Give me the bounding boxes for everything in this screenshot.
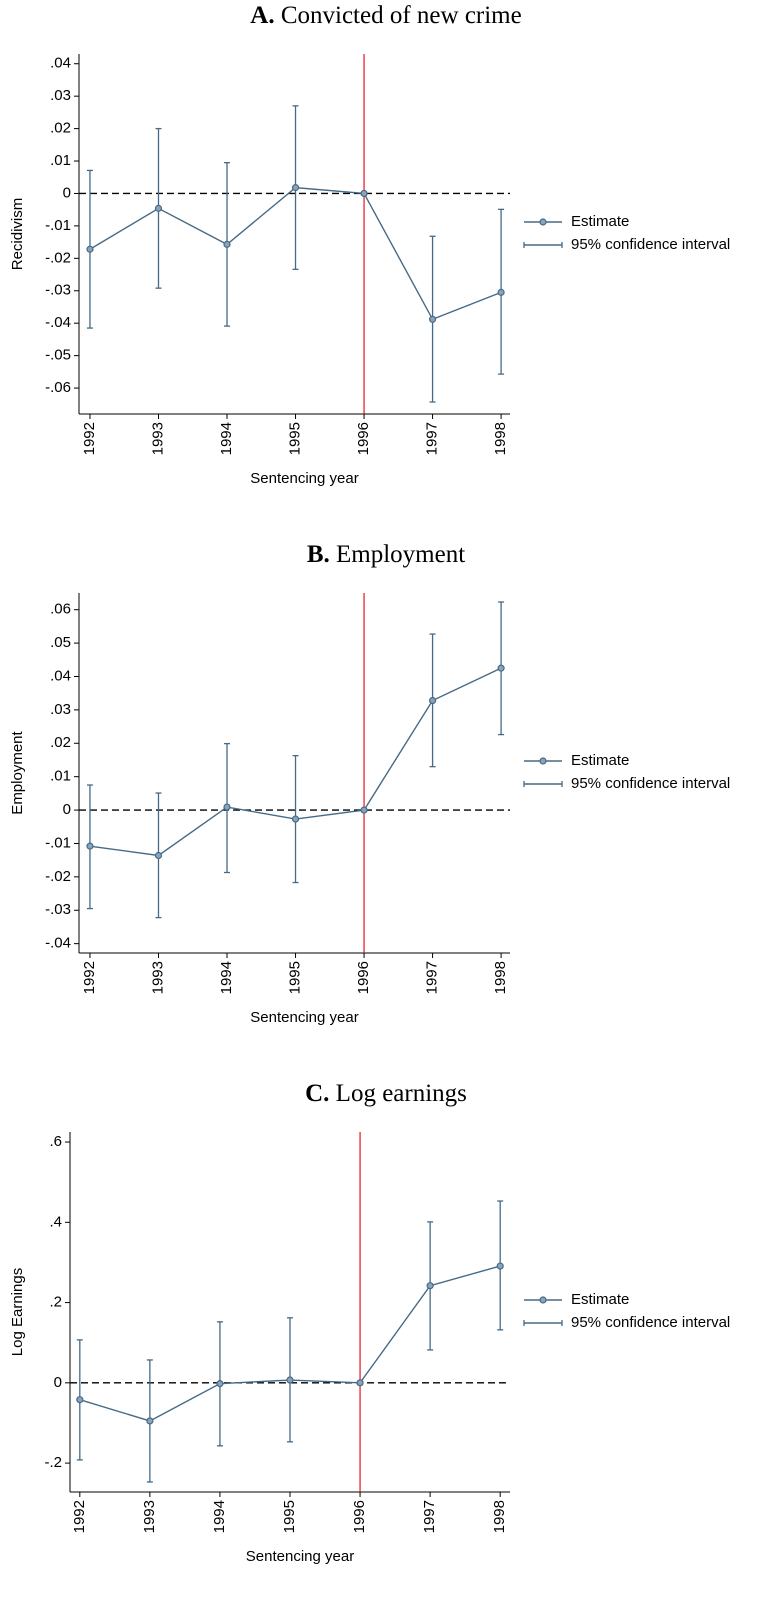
legend-label: Estimate xyxy=(571,752,629,769)
y-tick-label: .01 xyxy=(50,768,71,785)
y-tick-label: -.04 xyxy=(45,935,71,952)
estimate-point xyxy=(360,189,368,198)
estimate-point xyxy=(154,204,163,212)
x-tick-label: 1993 xyxy=(149,422,166,455)
x-tick-label: 1994 xyxy=(218,961,235,994)
y-tick-label: .6 xyxy=(49,1133,62,1150)
y-tick-label: -.2 xyxy=(44,1454,62,1471)
estimate-point xyxy=(146,1417,154,1425)
legend-label: 95% confidence interval xyxy=(571,1314,730,1331)
estimate-point xyxy=(356,1379,364,1387)
chart-title: C. Log earnings xyxy=(305,1080,467,1107)
x-tick-label: 1995 xyxy=(281,1500,298,1533)
estimate-point xyxy=(291,184,300,192)
x-tick-label: 1993 xyxy=(141,1500,158,1533)
x-tick-label: 1996 xyxy=(355,961,372,994)
x-axis-label: Sentencing year xyxy=(246,1548,354,1565)
estimate-point xyxy=(360,806,368,814)
y-tick-label: .02 xyxy=(50,120,71,137)
y-tick-label: 0 xyxy=(54,1374,62,1391)
title-text: Convicted of new crime xyxy=(281,2,522,29)
x-tick-label: 1998 xyxy=(492,422,509,455)
title-label: C. xyxy=(305,1080,329,1107)
panel: B. Employment .06 .05 .04 .03 .02 .01 0 -.01 -.02… xyxy=(9,541,730,1026)
x-tick-label: 1996 xyxy=(351,1500,368,1533)
chart-title: B. Employment xyxy=(307,541,465,568)
estimate-point xyxy=(286,1376,294,1384)
x-tick-label: 1992 xyxy=(81,961,98,994)
estimate-point xyxy=(496,1262,504,1270)
legend-marker xyxy=(539,757,547,765)
x-tick-label: 1998 xyxy=(491,1500,508,1533)
legend-label: 95% confidence interval xyxy=(571,775,730,792)
y-tick-label: .01 xyxy=(50,152,71,169)
y-tick-label: 0 xyxy=(63,801,71,818)
estimate-point xyxy=(428,315,437,323)
panel: A. Convicted of new crime .04 .03 .02 .01 0 -.… xyxy=(9,2,730,487)
y-tick-label: -.02 xyxy=(45,249,71,266)
y-tick-label: .02 xyxy=(50,734,71,751)
x-tick-label: 1992 xyxy=(81,422,98,455)
y-tick-label: .4 xyxy=(49,1213,62,1230)
y-tick-label: .2 xyxy=(49,1294,62,1311)
x-tick-label: 1997 xyxy=(424,422,441,455)
panel: C. Log earnings .6 .4 .2 0 -.2 1992 1993 1994 199… xyxy=(9,1080,730,1565)
y-axis-label: Employment xyxy=(9,730,26,814)
y-tick-label: 0 xyxy=(63,184,71,201)
y-axis-label: Recidivism xyxy=(9,198,26,271)
estimate-point xyxy=(426,1282,434,1290)
x-tick-label: 1992 xyxy=(71,1500,88,1533)
x-tick-label: 1995 xyxy=(286,961,303,994)
estimate-point xyxy=(497,664,505,672)
x-tick-label: 1995 xyxy=(286,422,303,455)
y-axis-label: Log Earnings xyxy=(9,1268,26,1356)
title-label: B. xyxy=(307,541,330,568)
x-tick-label: 1994 xyxy=(218,422,235,455)
y-tick-label: .03 xyxy=(50,87,71,104)
y-tick-label: .06 xyxy=(50,601,71,618)
estimate-point xyxy=(428,696,437,705)
x-tick-label: 1993 xyxy=(149,961,166,994)
legend-marker xyxy=(539,218,547,226)
title-label: A. xyxy=(250,2,274,29)
legend-label: Estimate xyxy=(571,1291,629,1308)
y-tick-label: .05 xyxy=(50,634,71,651)
title-text: Employment xyxy=(336,541,465,568)
estimate-point xyxy=(86,245,94,253)
estimate-point xyxy=(291,815,300,823)
y-tick-label: .03 xyxy=(50,701,71,718)
estimate-point xyxy=(86,842,94,850)
estimate-point xyxy=(76,1396,84,1404)
y-tick-label: -.01 xyxy=(45,834,71,851)
legend-marker xyxy=(539,1296,547,1304)
title-text: Log earnings xyxy=(336,1080,467,1107)
y-tick-label: -.03 xyxy=(45,901,71,918)
y-tick-label: -.03 xyxy=(45,282,71,299)
y-tick-label: -.04 xyxy=(45,314,71,331)
y-tick-label: .04 xyxy=(50,667,71,684)
y-tick-label: -.06 xyxy=(45,379,71,396)
legend-label: Estimate xyxy=(571,213,629,230)
x-tick-label: 1996 xyxy=(355,422,372,455)
x-tick-label: 1994 xyxy=(211,1500,228,1533)
x-axis-label: Sentencing year xyxy=(250,1009,358,1026)
estimate-point xyxy=(497,288,505,296)
y-tick-label: -.02 xyxy=(45,868,71,885)
estimate-point xyxy=(216,1380,224,1388)
y-tick-label: .04 xyxy=(50,55,71,72)
x-tick-label: 1997 xyxy=(421,1500,438,1533)
estimate-point xyxy=(223,803,231,811)
chart-title: A. Convicted of new crime xyxy=(250,2,521,29)
x-tick-label: 1998 xyxy=(492,961,509,994)
x-axis-label: Sentencing year xyxy=(250,470,358,487)
legend-label: 95% confidence interval xyxy=(571,236,730,253)
y-tick-label: -.05 xyxy=(45,347,71,364)
y-tick-label: -.01 xyxy=(45,217,71,234)
x-tick-label: 1997 xyxy=(424,961,441,994)
estimate-point xyxy=(223,240,231,248)
estimate-point xyxy=(154,851,163,860)
